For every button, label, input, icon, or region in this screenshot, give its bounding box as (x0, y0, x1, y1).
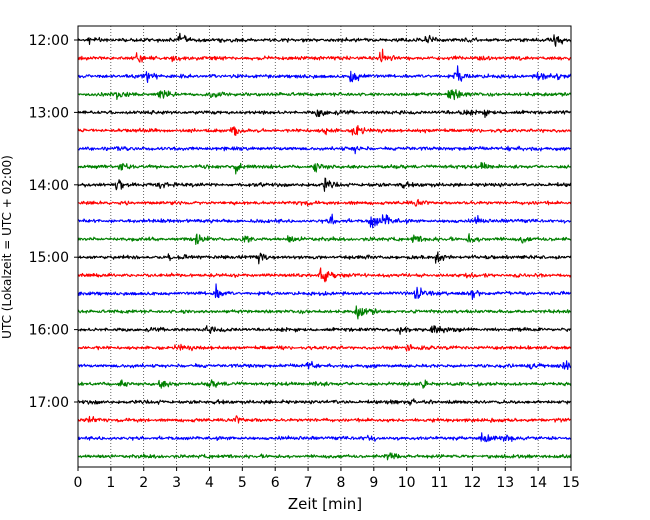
seismogram-trace (77, 109, 572, 118)
seismogram-trace (77, 32, 572, 47)
y-tick-label: 14:00 (29, 178, 69, 194)
y-tick-label: 12:00 (29, 33, 69, 49)
x-tick-label: 2 (139, 475, 148, 491)
x-tick-label: 5 (238, 475, 247, 491)
x-tick-label: 11 (431, 475, 449, 491)
x-tick-label: 7 (304, 475, 313, 491)
x-tick-label: 13 (496, 475, 514, 491)
x-axis-ticks: 0 1 2 3 4 5 6 7 8 9 10 11 12 13 14 15 (74, 467, 580, 491)
seismogram-trace (77, 379, 572, 389)
seismogram-trace (77, 161, 572, 175)
seismogram-trace (77, 452, 572, 461)
seismogram-trace (77, 343, 572, 352)
seismogram-trace (77, 89, 572, 101)
x-tick-label: 12 (463, 475, 481, 491)
seismogram-trace (77, 213, 572, 229)
seismogram-trace (77, 48, 572, 63)
seismogram-trace (77, 325, 572, 335)
y-tick-label: 15:00 (29, 250, 69, 266)
plot-frame (77, 25, 572, 468)
seismogram-trace (77, 432, 572, 443)
seismogram-trace (77, 125, 572, 136)
x-tick-label: 6 (271, 475, 280, 491)
y-tick-label: 16:00 (29, 323, 69, 339)
seismogram-trace (77, 415, 572, 424)
x-tick-label: 9 (369, 475, 378, 491)
seismogram-trace (77, 198, 572, 207)
seismogram-trace (77, 65, 572, 83)
y-axis-ticks: 12:00 13:00 14:00 15:00 16:00 17:00 (29, 33, 78, 411)
seismogram-trace (77, 398, 572, 406)
x-tick-label: 10 (398, 475, 416, 491)
y-tick-label: 17:00 (29, 395, 69, 411)
seismogram-traces (77, 32, 572, 461)
seismogram-trace (77, 233, 572, 245)
seismogram-trace (77, 251, 572, 265)
seismogram-trace (77, 267, 572, 283)
seismogram-trace (77, 145, 572, 155)
seismogram-trace (77, 360, 572, 371)
seismogram-trace (77, 177, 572, 192)
y-axis-label: UTC (Lokalzeit = UTC + 02:00) (0, 155, 14, 339)
x-tick-label: 15 (562, 475, 580, 491)
x-tick-label: 0 (74, 475, 83, 491)
x-tick-label: 8 (336, 475, 345, 491)
y-tick-label: 13:00 (29, 105, 69, 121)
x-tick-label: 14 (529, 475, 547, 491)
seismogram-trace (77, 283, 572, 300)
x-tick-label: 4 (205, 475, 214, 491)
x-axis-label: Zeit [min] (288, 495, 362, 513)
x-tick-label: 1 (106, 475, 115, 491)
x-tick-label: 3 (172, 475, 181, 491)
seismogram-trace (77, 305, 572, 320)
